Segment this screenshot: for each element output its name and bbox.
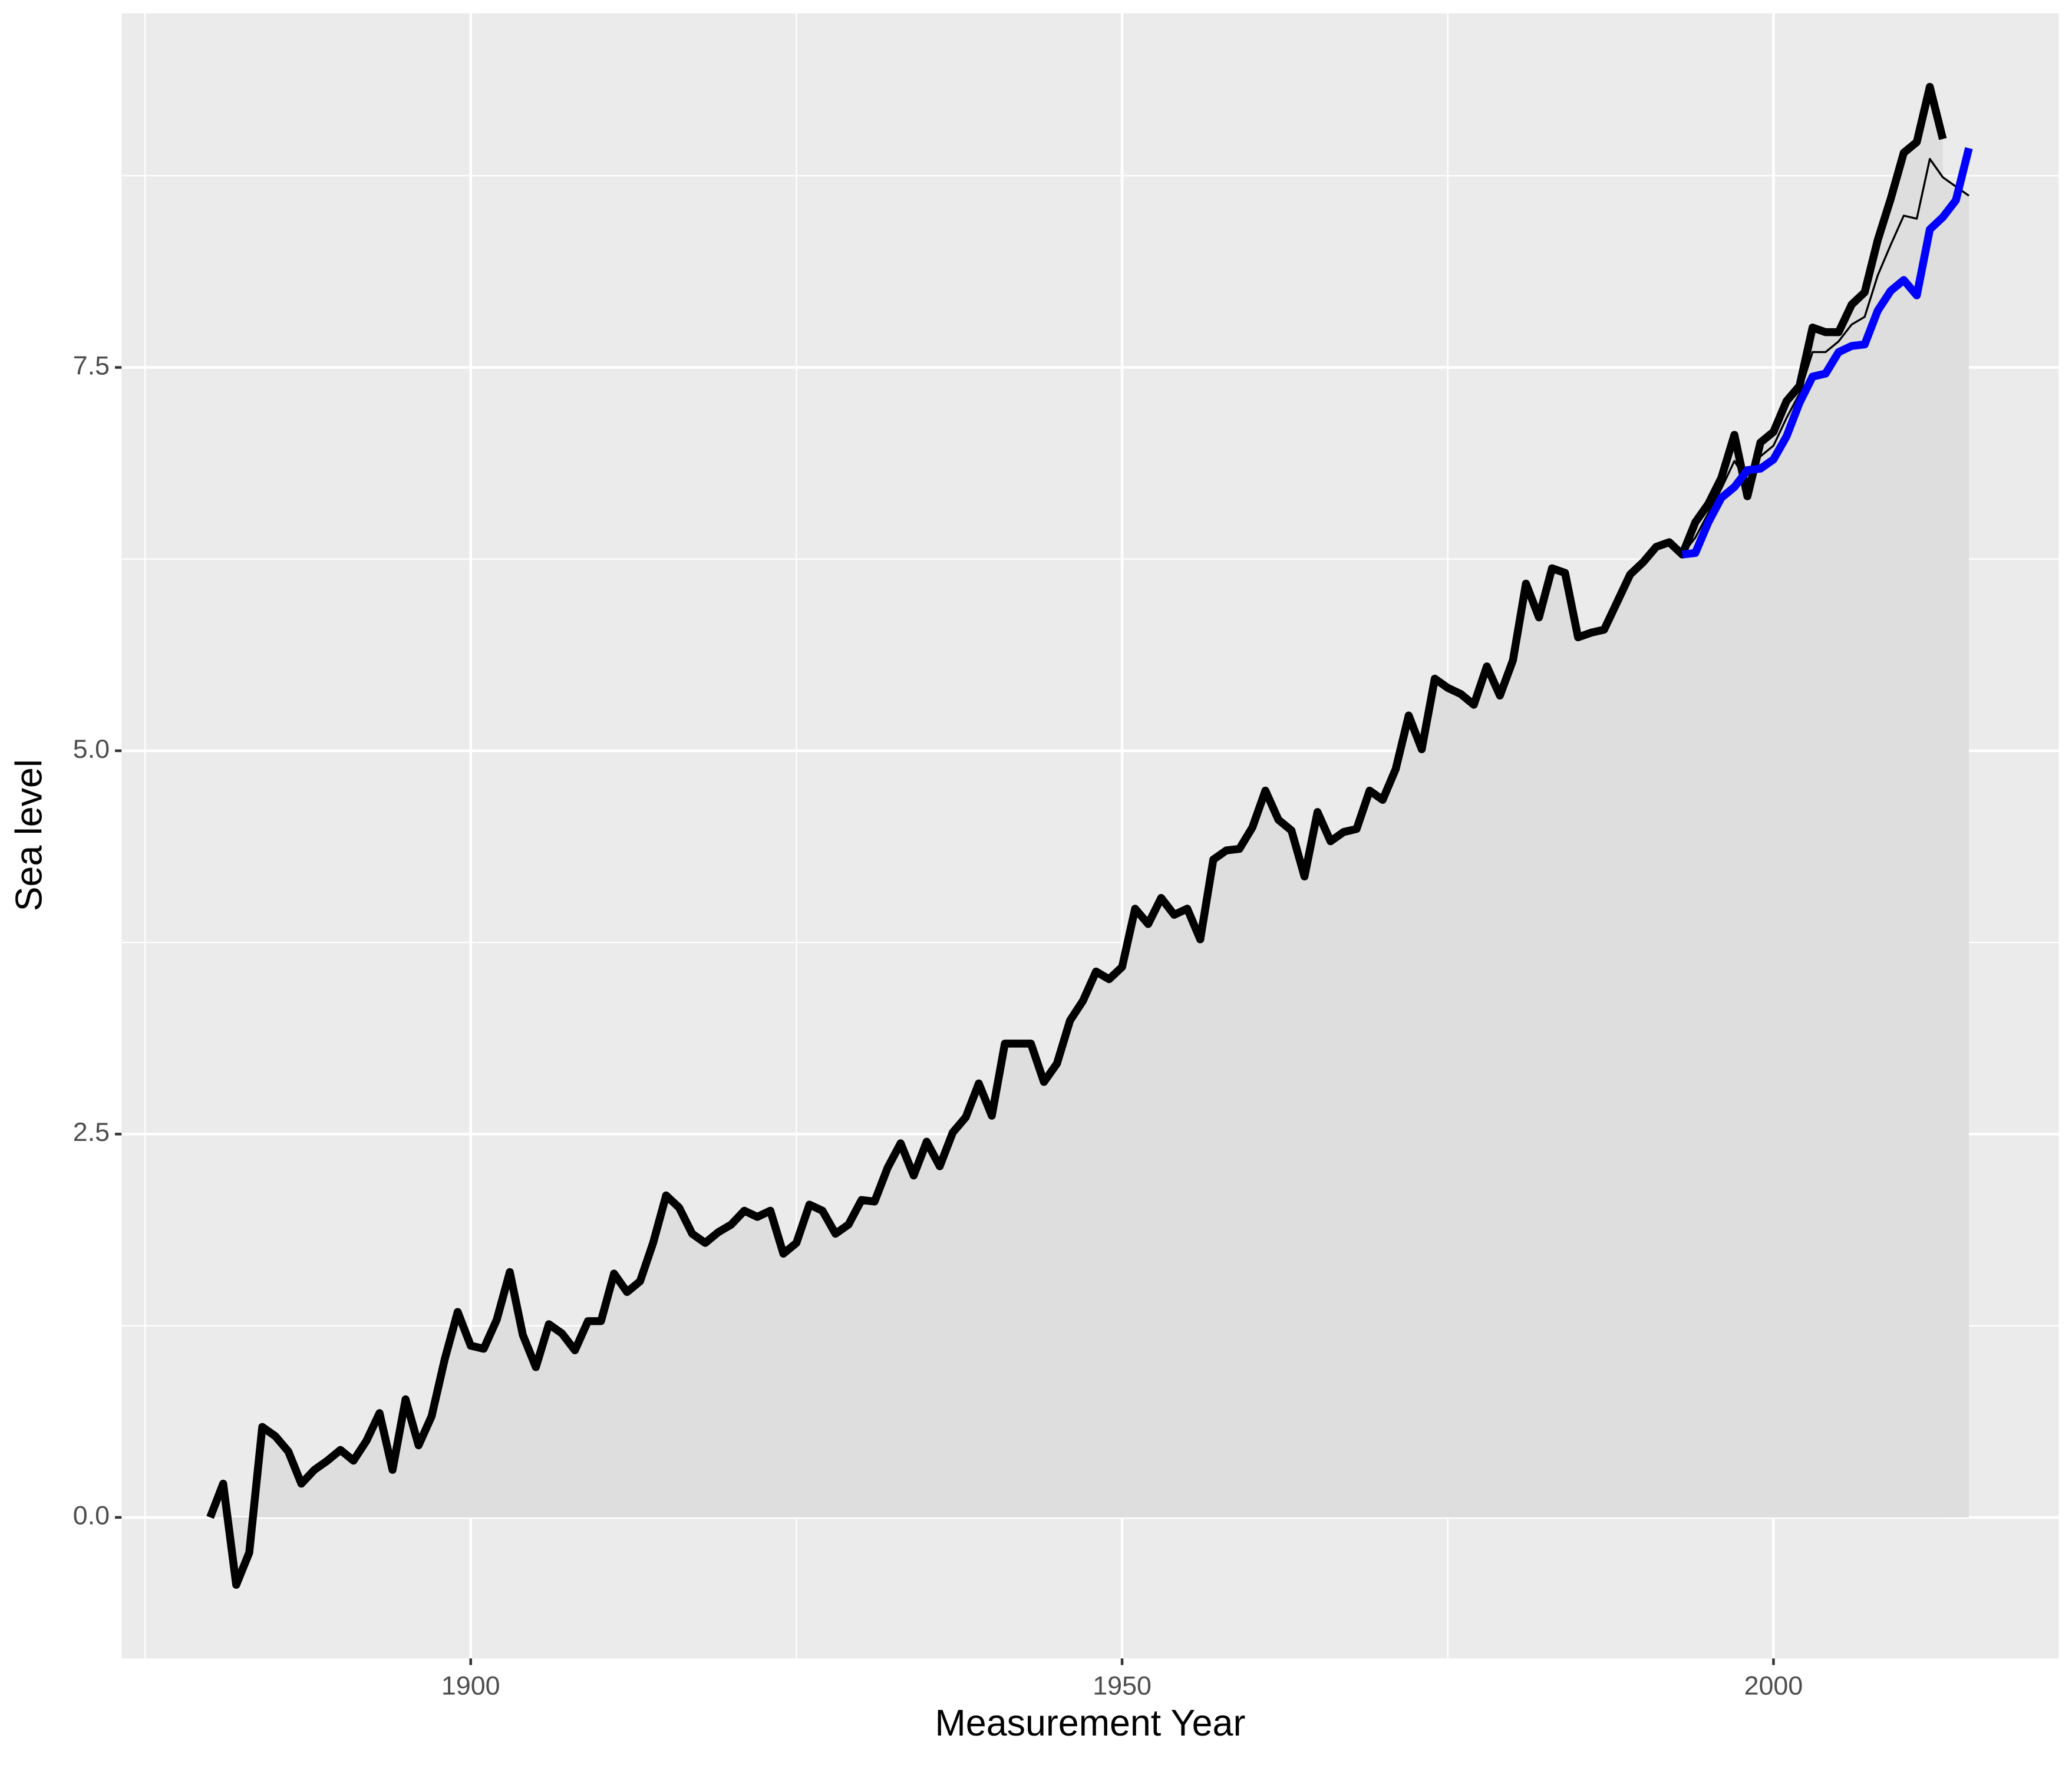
x-axis-title: Measurement Year [935,1703,1246,1744]
y-tick-label: 7.5 [73,350,110,380]
y-tick-label: 5.0 [73,734,110,764]
area [1682,159,1969,1517]
x-tick-label: 2000 [1744,1670,1803,1700]
x-tick-label: 1900 [441,1670,500,1700]
x-tick-label: 1950 [1093,1670,1152,1700]
line [1681,157,1970,555]
y-tick-label: 0.0 [73,1500,110,1530]
line [206,83,1947,1589]
y-axis-title: Sea level [8,759,50,911]
line [1681,147,1973,559]
area [210,87,1943,1585]
y-tick-label: 2.5 [73,1117,110,1147]
